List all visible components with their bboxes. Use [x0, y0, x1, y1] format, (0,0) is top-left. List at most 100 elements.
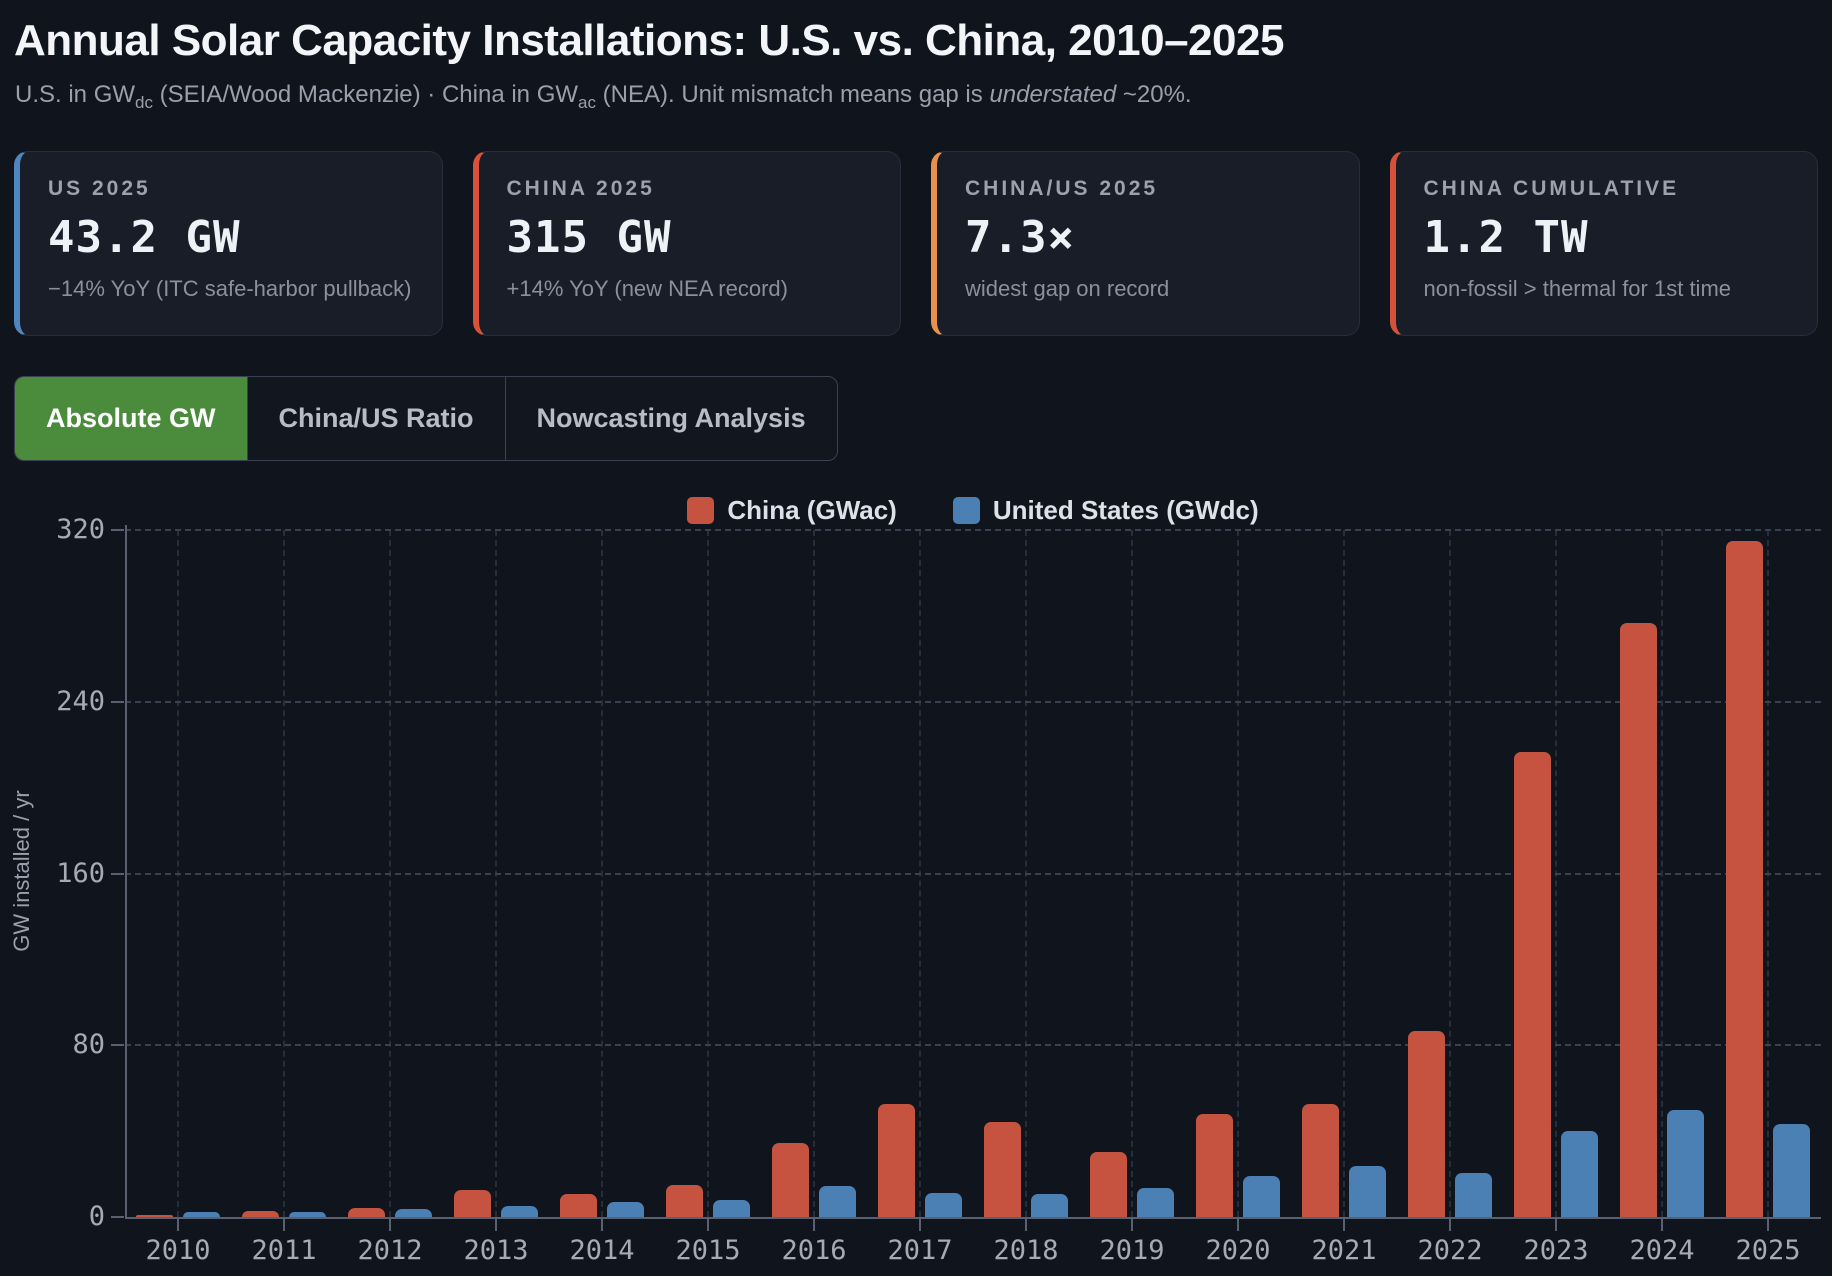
y-axis-line — [125, 525, 127, 1217]
china-bar-2025 — [1726, 540, 1763, 1217]
tab-absolute-gw[interactable]: Absolute GW — [15, 376, 247, 460]
year-label-2025: 2025 — [1735, 1235, 1801, 1266]
china-bar-2014 — [560, 1194, 597, 1217]
legend-swatch-china-gwac — [687, 497, 715, 525]
stat-card-note: non-fossil > thermal for 1st time — [1423, 275, 1732, 301]
china-bar-2024 — [1620, 622, 1657, 1217]
us-bar-2018 — [1031, 1193, 1068, 1217]
x-tick-mark — [919, 1219, 921, 1231]
stat-card-label: US 2025 — [48, 176, 151, 200]
y-tick-mark — [111, 700, 124, 703]
stat-card-note: widest gap on record — [965, 275, 1170, 301]
horizontal-gridline — [125, 700, 1821, 703]
x-tick-mark — [1131, 1219, 1133, 1231]
tab-nowcasting-analysis[interactable]: Nowcasting Analysis — [504, 376, 837, 460]
year-label-2011: 2011 — [251, 1235, 317, 1266]
y-tick-label-0: 0 — [88, 1201, 105, 1232]
us-bar-2013 — [501, 1205, 538, 1217]
year-label-2024: 2024 — [1629, 1235, 1695, 1266]
china-bar-2021 — [1302, 1104, 1339, 1217]
us-bar-2010 — [183, 1211, 220, 1217]
x-axis-line — [125, 1217, 1821, 1219]
year-label-2022: 2022 — [1417, 1235, 1483, 1266]
y-tick-mark — [111, 1216, 124, 1218]
x-tick-mark — [1555, 1219, 1557, 1231]
legend-label: China (GWac) — [727, 495, 897, 526]
y-tick-mark — [111, 529, 124, 531]
x-tick-mark — [1767, 1219, 1769, 1231]
horizontal-gridline — [125, 529, 1821, 531]
x-tick-mark — [1343, 1219, 1345, 1231]
us-bar-2012 — [395, 1209, 432, 1217]
x-tick-mark — [1237, 1219, 1239, 1231]
y-tick-label-160: 160 — [56, 857, 105, 889]
us-bar-2025 — [1773, 1124, 1810, 1217]
year-label-2015: 2015 — [675, 1235, 741, 1266]
y-tick-label-320: 320 — [56, 514, 105, 545]
us-bar-2023 — [1561, 1130, 1598, 1217]
china-bar-2012 — [348, 1207, 385, 1217]
stat-card-label: CHINA CUMULATIVE — [1423, 176, 1680, 200]
page-title: Annual Solar Capacity Installations: U.S… — [14, 16, 1284, 65]
us-bar-2020 — [1243, 1175, 1280, 1217]
x-tick-mark — [389, 1219, 391, 1231]
year-label-2021: 2021 — [1311, 1235, 1377, 1266]
stat-card-china-2025: CHINA 2025 315 GW +14% YoY (new NEA record… — [472, 150, 901, 336]
tab-china-us-ratio[interactable]: China/US Ratio — [246, 376, 505, 460]
stat-card-note: +14% YoY (new NEA record) — [506, 275, 789, 301]
x-tick-mark — [177, 1219, 179, 1231]
us-bar-2022 — [1455, 1173, 1492, 1217]
china-bar-2018 — [984, 1122, 1021, 1217]
stat-card-value: 43.2 GW — [48, 211, 241, 263]
us-bar-2021 — [1349, 1166, 1386, 1217]
x-tick-mark — [1025, 1219, 1027, 1231]
legend-item-china-gwac[interactable]: China (GWac) — [687, 495, 897, 526]
horizontal-gridline — [125, 872, 1821, 875]
year-label-2016: 2016 — [781, 1235, 847, 1266]
year-label-2019: 2019 — [1099, 1235, 1165, 1266]
year-label-2018: 2018 — [993, 1235, 1059, 1266]
us-bar-2024 — [1667, 1110, 1704, 1217]
x-tick-mark — [813, 1219, 815, 1231]
y-tick-label-240: 240 — [56, 685, 105, 717]
china-bar-2011 — [242, 1210, 279, 1217]
view-tabs: Absolute GW China/US Ratio Nowcasting Anal… — [14, 375, 838, 461]
legend-swatch-united-states-gwdc — [952, 497, 980, 525]
stat-cards-row: US 2025 43.2 GW −14% YoY (ITC safe-harbor … — [14, 150, 1818, 336]
year-label-2012: 2012 — [357, 1235, 423, 1266]
us-bar-2017 — [925, 1193, 962, 1217]
y-axis-title: GW installed / yr — [9, 790, 34, 952]
stat-card-china-us-2025: CHINA/US 2025 7.3× widest gap on record — [931, 150, 1360, 336]
y-tick-mark — [111, 1044, 124, 1047]
x-tick-mark — [601, 1219, 603, 1231]
x-tick-mark — [283, 1219, 285, 1231]
us-bar-2014 — [607, 1201, 644, 1217]
china-bar-2015 — [666, 1184, 703, 1217]
year-label-2017: 2017 — [887, 1235, 953, 1266]
stat-card-note: −14% YoY (ITC safe-harbor pullback) — [48, 275, 412, 301]
year-label-2010: 2010 — [145, 1235, 211, 1266]
stat-card-label: CHINA/US 2025 — [965, 176, 1159, 200]
china-bar-2020 — [1196, 1113, 1233, 1217]
us-bar-2016 — [819, 1185, 856, 1217]
stat-card-label: CHINA 2025 — [506, 176, 655, 200]
china-bar-2017 — [878, 1103, 915, 1217]
year-label-2013: 2013 — [463, 1235, 529, 1266]
x-tick-mark — [1661, 1219, 1663, 1231]
year-label-2014: 2014 — [569, 1235, 635, 1266]
stat-card-value: 1.2 TW — [1423, 211, 1589, 263]
x-tick-mark — [707, 1219, 709, 1231]
page-subtitle: U.S. in GWdc (SEIA/Wood Mackenzie) · Chi… — [15, 81, 1192, 112]
chart-legend: China (GWac) United States (GWdc) — [57, 495, 1832, 526]
legend-label: United States (GWdc) — [992, 495, 1259, 526]
legend-item-united-states-gwdc[interactable]: United States (GWdc) — [952, 495, 1259, 526]
us-bar-2011 — [289, 1212, 326, 1217]
china-bar-2010 — [136, 1215, 173, 1217]
stat-card-value: 7.3× — [965, 211, 1075, 263]
year-label-2023: 2023 — [1523, 1235, 1589, 1266]
china-bar-2022 — [1408, 1030, 1445, 1217]
china-bar-2023 — [1514, 751, 1551, 1217]
year-label-2020: 2020 — [1205, 1235, 1271, 1266]
stat-card-china-cumulative: CHINA CUMULATIVE 1.2 TW non-fossil > therm… — [1389, 150, 1818, 336]
